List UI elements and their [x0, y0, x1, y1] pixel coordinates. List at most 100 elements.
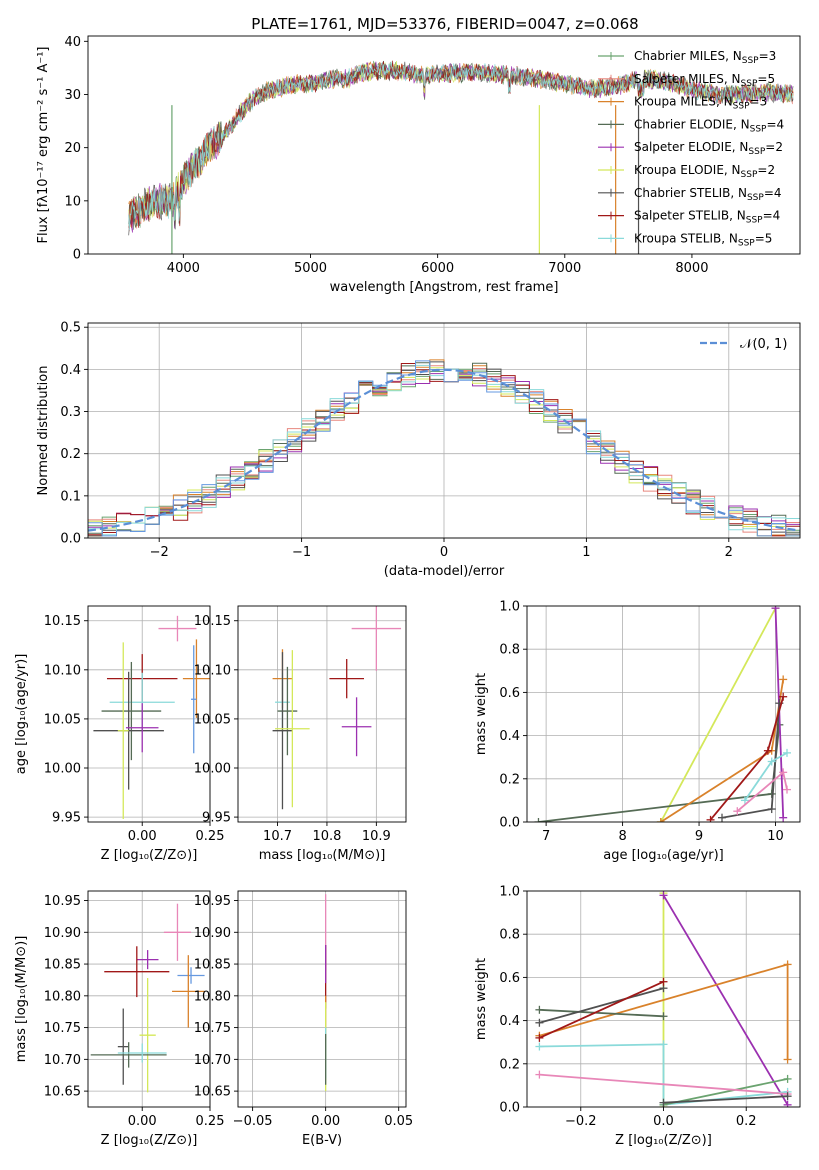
panel-mass-vs-Z: 0.00 0.25 10.65 10.70 10.75 10.80 10.85 10.90 10… — [14, 890, 225, 1148]
y-tick-label: 0.4 — [499, 729, 520, 744]
x-axis-label: Z [log₁₀(Z/Z⊙)] — [615, 1133, 712, 1148]
y-tick-label: 10.70 — [194, 1053, 231, 1068]
data-point — [117, 1043, 167, 1063]
weight-series — [539, 1008, 664, 1018]
y-axis-label: mass [log₁₀(M/M⊙)] — [14, 936, 29, 1063]
y-tick-label: 10.90 — [194, 926, 231, 941]
y-axis-label: mass weight — [474, 673, 489, 755]
data-point — [104, 946, 170, 998]
y-axis-label: Flux [fλ10⁻¹⁷ erg cm⁻² s⁻¹ A⁻¹] — [36, 47, 51, 244]
y-tick-label: 0.4 — [499, 1014, 520, 1029]
y-tick-label: 0.8 — [499, 643, 520, 658]
panel-age-vs-Z: 0.00 0.25 9.95 10.00 10.05 10.10 10.15 Z [log₁₀… — [14, 605, 225, 863]
y-tick-label: 10.65 — [44, 1085, 81, 1100]
y-tick-label: 0.2 — [60, 447, 81, 462]
x-tick-label: 8000 — [675, 261, 708, 276]
data-point — [136, 950, 159, 970]
y-tick-label: 9.95 — [202, 811, 231, 826]
weight-series — [662, 894, 789, 1106]
y-tick-label: 0.6 — [499, 686, 520, 701]
y-tick-label: 10.80 — [194, 989, 231, 1004]
y-tick-label: 0.8 — [499, 928, 520, 943]
y-tick-label: 10.75 — [194, 1021, 231, 1036]
x-tick-label: 0.25 — [196, 1114, 225, 1129]
y-tick-label: 10.95 — [194, 894, 231, 909]
data-point — [329, 659, 364, 699]
weight-series — [539, 987, 664, 1024]
x-tick-label: 10 — [767, 829, 784, 844]
y-tick-label: 0.0 — [499, 1101, 520, 1116]
x-tick-label: 10.7 — [263, 829, 292, 844]
x-tick-label: 0.05 — [384, 1114, 413, 1129]
data-point — [139, 978, 156, 1093]
x-tick-label: 7 — [542, 829, 550, 844]
y-tick-label: 10.05 — [194, 712, 231, 727]
x-tick-label: −0.2 — [565, 1114, 597, 1129]
panel-mass-vs-EBV: −0.05 0.00 0.05 10.65 10.70 10.75 10.80 10.85 10… — [194, 890, 413, 1148]
plot-area — [272, 606, 402, 810]
y-tick-label: 10.10 — [44, 663, 81, 678]
weight-series — [539, 1043, 788, 1106]
x-tick-label: 0.25 — [196, 829, 225, 844]
x-tick-label: 0 — [440, 545, 448, 560]
y-tick-label: 10.65 — [194, 1085, 231, 1100]
y-tick-label: 0 — [73, 248, 81, 263]
legend-label: Kroupa ELODIE, NSSP=2 — [634, 163, 775, 180]
y-tick-label: 0.6 — [499, 971, 520, 986]
data-point — [158, 615, 197, 642]
x-axis-label: age [log₁₀(age/yr)] — [603, 848, 724, 863]
x-tick-label: 8 — [618, 829, 626, 844]
y-tick-label: 0.2 — [499, 1057, 520, 1072]
x-tick-label: −2 — [150, 545, 169, 560]
x-axis-label: wavelength [Angstrom, rest frame] — [330, 280, 559, 295]
legend-label: Salpeter ELODIE, NSSP=2 — [634, 140, 783, 157]
y-tick-label: 1.0 — [499, 885, 520, 900]
plot-area — [88, 359, 800, 537]
data-point — [117, 642, 129, 820]
data-point — [90, 1042, 167, 1068]
x-axis-label: mass [log₁₀(M/M⊙)] — [259, 848, 386, 863]
weight-series — [660, 607, 777, 822]
data-point — [351, 606, 402, 671]
panel-age-vs-mass: 10.7 10.8 10.9 9.95 10.00 10.05 10.10 10.15 mass… — [194, 605, 407, 863]
data-point — [117, 1008, 129, 1085]
y-tick-label: 0.5 — [60, 321, 81, 336]
data-point — [341, 697, 372, 757]
y-tick-label: 10.15 — [194, 614, 231, 629]
data-point — [277, 666, 298, 756]
x-tick-label: 7000 — [548, 261, 581, 276]
x-tick-label: 0.2 — [736, 1114, 757, 1129]
y-tick-label: 10.95 — [44, 894, 81, 909]
legend-label: 𝒩(0, 1) — [740, 337, 787, 352]
x-axis-label: Z [log₁₀(Z/Z⊙)] — [101, 1133, 198, 1148]
y-tick-label: 10.00 — [194, 762, 231, 777]
weight-series — [663, 1095, 788, 1104]
x-tick-label: 10.9 — [362, 829, 391, 844]
weight-series — [663, 1078, 788, 1106]
axes-frame — [87, 890, 211, 1108]
y-tick-label: 10.80 — [44, 989, 81, 1004]
y-tick-label: 10.00 — [44, 762, 81, 777]
data-point — [275, 650, 310, 808]
x-tick-label: −1 — [292, 545, 311, 560]
residual-histogram — [88, 360, 800, 537]
data-point — [191, 645, 197, 754]
x-tick-label: 0.00 — [128, 1114, 157, 1129]
plot-area — [128, 60, 794, 254]
panel-weight-vs-age: 7 8 9 10 0.0 0.2 0.4 0.6 0.8 1.0 age [log₁₀(age/yr… — [474, 600, 801, 863]
axes-frame — [237, 605, 407, 823]
y-tick-label: 0.4 — [60, 363, 81, 378]
y-tick-label: 10.90 — [44, 926, 81, 941]
x-tick-label: 0.00 — [128, 829, 157, 844]
data-point — [101, 661, 162, 761]
y-axis-label: Normed distribution — [36, 366, 51, 496]
x-tick-label: 6000 — [421, 261, 454, 276]
y-tick-label: 10.75 — [44, 1021, 81, 1036]
plot-area — [90, 903, 205, 1093]
y-tick-label: 10.70 — [44, 1053, 81, 1068]
legend: Chabrier MILES, NSSP=3 Salpeter MILES, NS… — [598, 49, 784, 248]
y-tick-label: 10.10 — [194, 663, 231, 678]
weight-series — [539, 1073, 788, 1095]
legend-label: Kroupa STELIB, NSSP=5 — [634, 231, 772, 248]
x-tick-label: 1 — [582, 545, 590, 560]
